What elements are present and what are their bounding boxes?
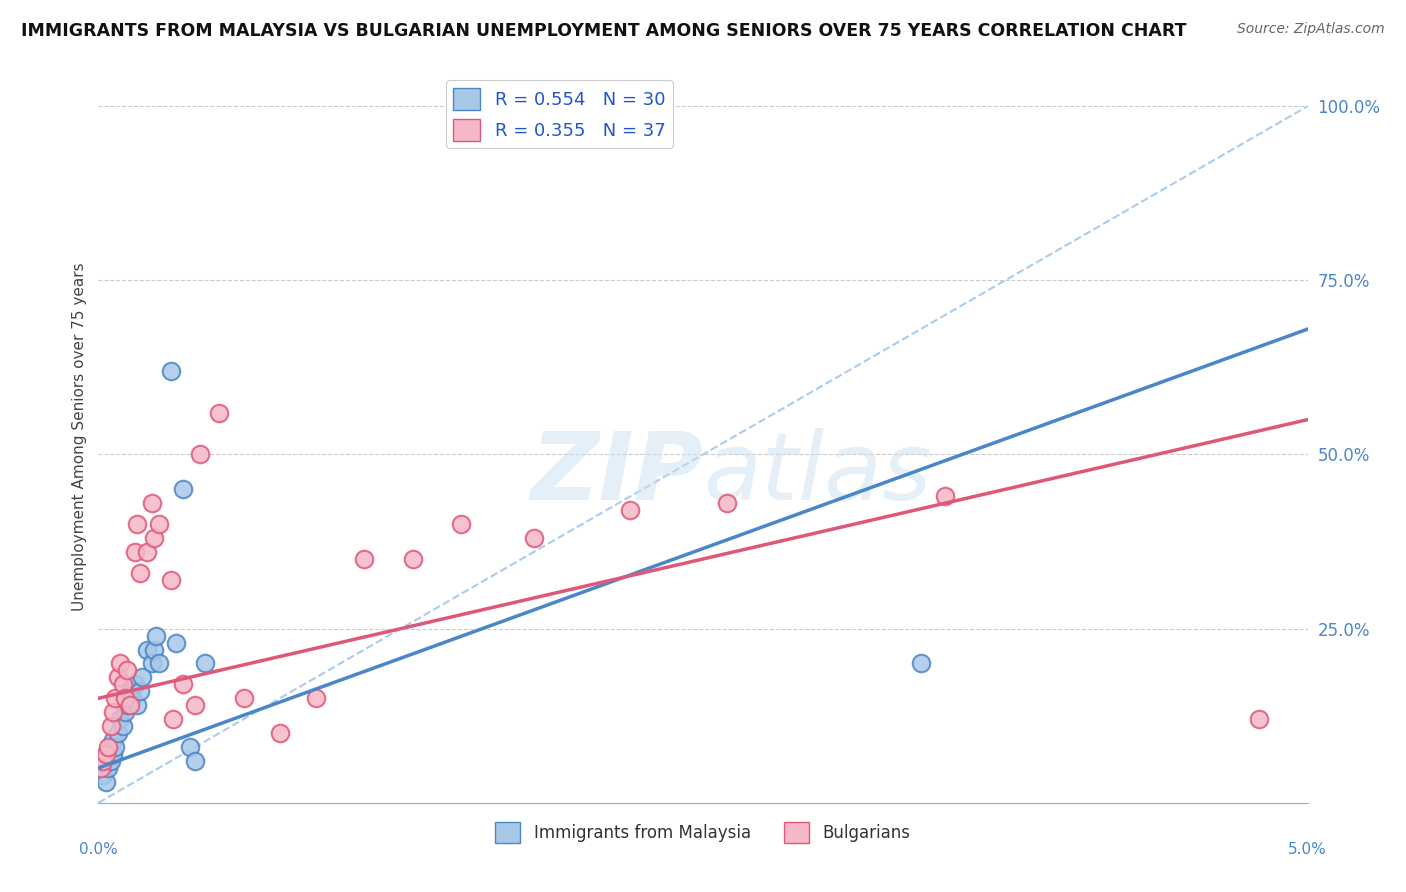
Text: atlas: atlas [703,428,931,519]
Point [184,698,207,713]
Point [111,677,134,691]
Point [111,719,134,733]
Point [114,705,136,719]
Point [108,657,131,671]
Point [97,761,120,775]
Point [232,691,254,706]
Point [148,657,170,671]
Point [179,740,201,755]
Point [523,531,546,545]
Point [128,684,150,698]
Point [165,635,187,649]
Point [143,642,166,657]
Point [141,496,163,510]
Point [135,545,157,559]
Point [269,726,291,740]
Point [108,712,131,726]
Point [104,691,127,706]
Point [184,754,207,768]
Point [194,657,217,671]
Point [90,761,112,775]
Point [91,768,114,782]
Point [172,483,194,497]
Y-axis label: Unemployment Among Seniors over 75 years: Unemployment Among Seniors over 75 years [72,263,87,611]
Point [128,566,150,580]
Point [101,733,124,747]
Point [148,517,170,532]
Point [934,489,956,503]
Text: 0.0%: 0.0% [79,842,118,856]
Point [107,726,129,740]
Text: IMMIGRANTS FROM MALAYSIA VS BULGARIAN UNEMPLOYMENT AMONG SENIORS OVER 75 YEARS C: IMMIGRANTS FROM MALAYSIA VS BULGARIAN UN… [21,22,1187,40]
Point [1249,712,1271,726]
Point [143,531,166,545]
Point [100,754,122,768]
Point [160,364,183,378]
Point [305,691,328,706]
Point [145,629,167,643]
Point [118,698,141,713]
Point [97,740,120,755]
Point [121,691,143,706]
Point [716,496,738,510]
Point [910,657,932,671]
Point [162,712,184,726]
Point [141,657,163,671]
Point [117,664,139,678]
Point [101,705,124,719]
Point [131,670,153,684]
Point [160,573,183,587]
Point [114,691,136,706]
Text: ZIP: ZIP [530,427,703,520]
Point [91,754,114,768]
Point [104,740,127,755]
Point [402,552,425,566]
Point [208,406,231,420]
Point [117,698,139,713]
Legend: Immigrants from Malaysia, Bulgarians: Immigrants from Malaysia, Bulgarians [489,815,917,849]
Point [101,747,124,761]
Text: 5.0%: 5.0% [1288,842,1327,856]
Point [135,642,157,657]
Text: Source: ZipAtlas.com: Source: ZipAtlas.com [1237,22,1385,37]
Point [450,517,472,532]
Point [107,670,129,684]
Point [619,503,641,517]
Point [124,677,146,691]
Point [100,719,122,733]
Point [127,517,149,532]
Point [127,698,149,713]
Point [188,448,211,462]
Point [353,552,375,566]
Point [172,677,194,691]
Point [118,684,141,698]
Point [124,545,146,559]
Point [94,775,117,789]
Point [94,747,117,761]
